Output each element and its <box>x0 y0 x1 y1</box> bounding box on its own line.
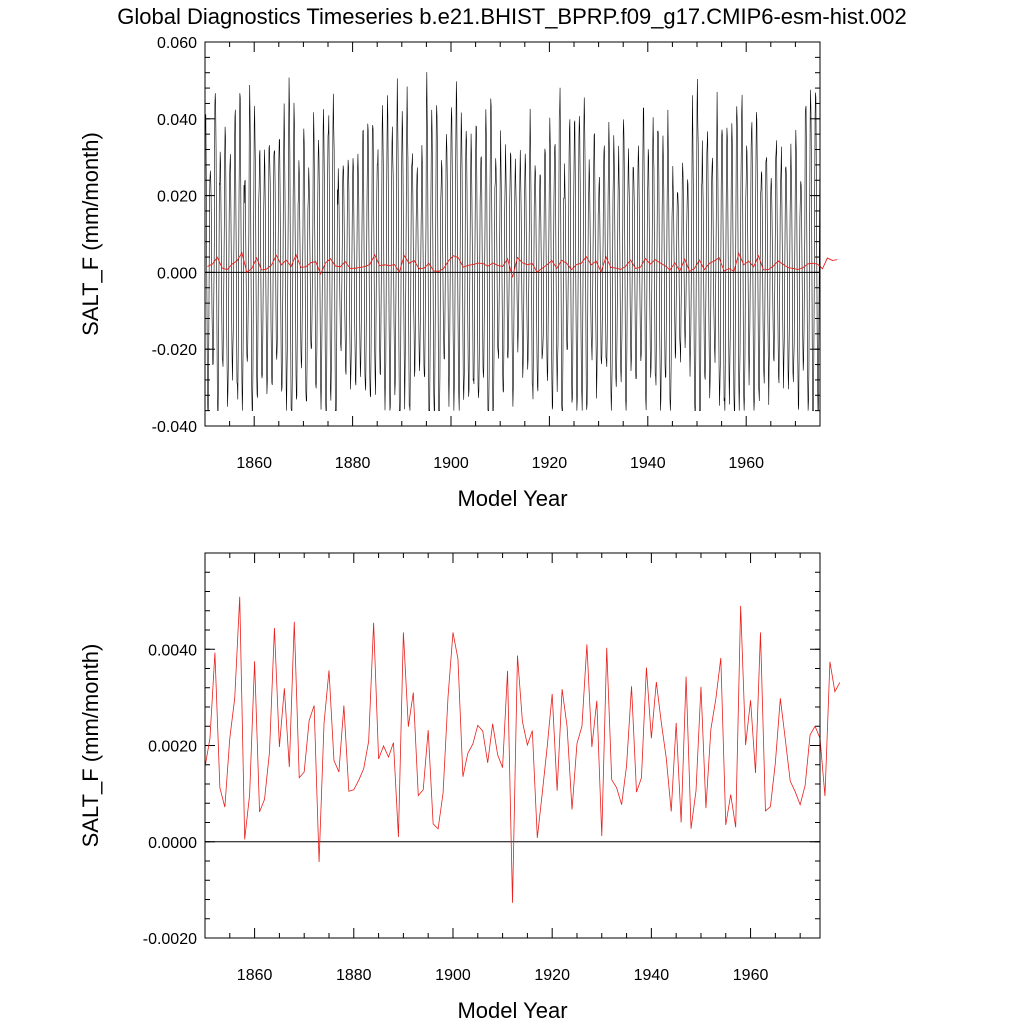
top-plot-frame <box>204 41 821 427</box>
bottom-y-axis-label: SALT_F (mm/month) <box>78 644 103 848</box>
y-tick-label: 0.0000 <box>148 835 197 852</box>
y-tick-label: 0.040 <box>157 112 197 129</box>
top-panel: Global Diagnostics Timeseries b.e21.BHIS… <box>78 4 907 511</box>
x-tick-label: 1920 <box>532 455 568 472</box>
x-tick-label: 1900 <box>435 967 471 984</box>
top-x-ticks: 1860 1880 1900 1920 1940 1960 <box>204 42 821 472</box>
x-tick-label: 1880 <box>336 967 372 984</box>
bottom-x-axis-label: Model Year <box>457 998 567 1023</box>
y-tick-label: -0.040 <box>152 419 197 436</box>
top-y-axis-label: SALT_F (mm/month) <box>78 132 103 336</box>
y-tick-label: -0.020 <box>152 342 197 359</box>
bottom-x-ticks: 1860 1880 1900 1920 1940 1960 <box>204 553 801 984</box>
bottom-plot-area <box>204 596 841 903</box>
y-tick-label: -0.0020 <box>143 931 197 948</box>
x-tick-label: 1900 <box>433 455 469 472</box>
y-tick-label: 0.0040 <box>148 642 197 659</box>
monthly-series-line <box>205 72 820 412</box>
x-tick-label: 1880 <box>335 455 371 472</box>
x-tick-label: 1940 <box>634 967 670 984</box>
x-tick-label: 1860 <box>236 455 272 472</box>
x-tick-label: 1860 <box>237 967 273 984</box>
bottom-y-ticks: -0.0020 0.0000 0.0020 0.0040 <box>143 552 820 948</box>
top-plot-area <box>205 72 838 412</box>
x-tick-label: 1960 <box>728 455 764 472</box>
chart-title: Global Diagnostics Timeseries b.e21.BHIS… <box>117 4 907 29</box>
bottom-plot-frame <box>204 552 821 939</box>
y-tick-label: 0.020 <box>157 189 197 206</box>
y-tick-label: 0.0020 <box>148 739 197 756</box>
y-tick-label: 0.060 <box>157 35 197 52</box>
x-tick-label: 1940 <box>630 455 666 472</box>
annual-mean-series-line-top <box>207 251 838 278</box>
x-tick-label: 1920 <box>534 967 570 984</box>
bottom-panel: -0.0020 0.0000 0.0020 0.0040 1860 1880 1900 19… <box>78 552 841 1023</box>
annual-mean-series-line <box>204 596 841 903</box>
x-tick-label: 1960 <box>733 967 769 984</box>
y-tick-label: 0.000 <box>157 265 197 282</box>
top-x-axis-label: Model Year <box>457 486 567 511</box>
